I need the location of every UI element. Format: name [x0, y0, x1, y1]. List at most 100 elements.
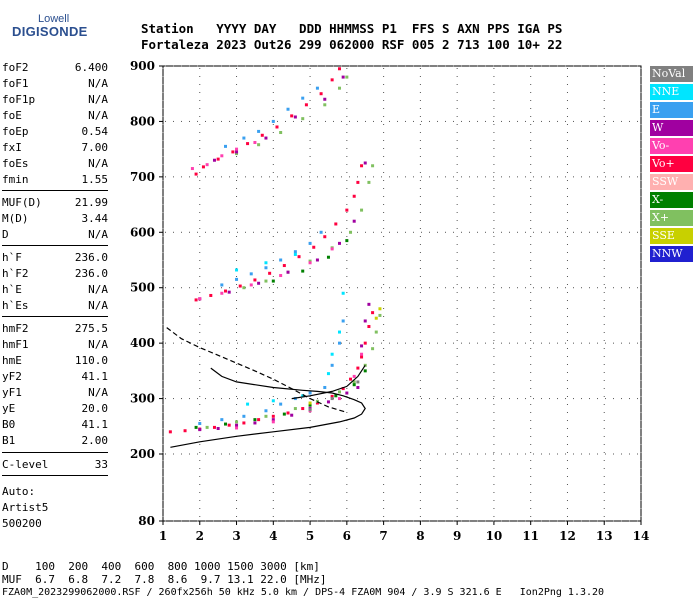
x-grid-dot	[272, 284, 274, 285]
param-value: 236.0	[74, 267, 108, 280]
y-grid-dot	[485, 65, 486, 67]
x-grid-dot	[566, 292, 568, 293]
y-grid-dot	[261, 231, 262, 233]
x-grid-dot	[272, 252, 274, 253]
x-grid-dot	[236, 300, 238, 301]
y-grid-dot	[485, 120, 486, 122]
x-grid-dot	[603, 180, 605, 181]
y-grid-dot	[341, 398, 342, 400]
x-grid-dot	[530, 220, 532, 221]
x-grid-dot	[640, 460, 642, 461]
x-grid-dot	[383, 476, 385, 477]
x-tick-label: 13	[596, 529, 613, 543]
x-grid-dot	[456, 412, 458, 413]
y-grid-dot	[413, 453, 414, 455]
y-grid-dot	[229, 398, 230, 400]
y-grid-dot	[509, 520, 510, 522]
echo-point	[323, 103, 327, 107]
x-grid-dot	[383, 348, 385, 349]
echo-point	[334, 222, 338, 226]
echo-point	[235, 150, 239, 154]
y-grid-dot	[437, 287, 438, 289]
x-grid-dot	[383, 516, 385, 517]
x-grid-dot	[199, 404, 201, 405]
x-grid-dot	[162, 436, 164, 437]
x-grid-dot	[162, 180, 164, 181]
x-grid-dot	[346, 316, 348, 317]
y-grid-dot	[221, 342, 222, 344]
footer-muf-line: MUF 6.7 6.8 7.2 7.8 8.6 9.7 13.1 22.0 [M…	[2, 573, 327, 586]
x-grid-dot	[493, 372, 495, 373]
x-grid-dot	[493, 452, 495, 453]
echo-point	[326, 372, 330, 376]
x-grid-dot	[383, 388, 385, 389]
y-grid-dot	[621, 65, 622, 67]
x-grid-dot	[383, 180, 385, 181]
x-grid-dot	[419, 348, 421, 349]
x-grid-dot	[236, 292, 238, 293]
y-grid-dot	[269, 520, 270, 522]
x-grid-dot	[236, 476, 238, 477]
y-grid-dot	[213, 120, 214, 122]
x-grid-dot	[199, 276, 201, 277]
x-grid-dot	[162, 268, 164, 269]
x-grid-dot	[309, 364, 311, 365]
param-row: h`Es N/A	[2, 299, 108, 313]
x-grid-dot	[309, 324, 311, 325]
x-grid-dot	[493, 92, 495, 93]
x-grid-dot	[493, 276, 495, 277]
x-grid-dot	[640, 420, 642, 421]
y-grid-dot	[349, 287, 350, 289]
y-grid-dot	[325, 453, 326, 455]
x-grid-dot	[309, 132, 311, 133]
y-grid-dot	[165, 176, 166, 178]
y-grid-dot	[453, 342, 454, 344]
x-grid-dot	[309, 236, 311, 237]
y-grid-dot	[429, 65, 430, 67]
y-grid-dot	[221, 520, 222, 522]
x-grid-dot	[640, 244, 642, 245]
echo-point	[363, 341, 367, 345]
echo-point	[271, 399, 275, 403]
y-grid-dot	[525, 287, 526, 289]
legend-item: NNE	[650, 84, 693, 100]
x-grid-dot	[236, 172, 238, 173]
x-grid-dot	[566, 332, 568, 333]
echo-point	[205, 163, 209, 167]
y-grid-dot	[421, 342, 422, 344]
echo-point	[326, 400, 330, 404]
y-grid-dot	[477, 120, 478, 122]
param-key: C-level	[2, 458, 49, 471]
echo-point	[249, 283, 253, 287]
x-grid-dot	[199, 236, 201, 237]
x-grid-dot	[272, 316, 274, 317]
x-grid-dot	[383, 172, 385, 173]
x-grid-dot	[199, 364, 201, 365]
y-grid-dot	[613, 453, 614, 455]
x-grid-dot	[162, 108, 164, 109]
y-grid-dot	[181, 65, 182, 67]
y-grid-dot	[477, 520, 478, 522]
y-grid-dot	[253, 65, 254, 67]
x-grid-dot	[603, 428, 605, 429]
x-grid-dot	[456, 460, 458, 461]
x-grid-dot	[236, 124, 238, 125]
x-grid-dot	[162, 332, 164, 333]
x-grid-dot	[383, 292, 385, 293]
echo-point	[367, 302, 371, 306]
y-grid-dot	[237, 65, 238, 67]
x-grid-dot	[493, 148, 495, 149]
x-grid-dot	[603, 140, 605, 141]
x-grid-dot	[199, 244, 201, 245]
x-tick-label: 14	[633, 529, 650, 543]
x-grid-dot	[383, 140, 385, 141]
y-grid-dot	[437, 231, 438, 233]
x-grid-dot	[456, 268, 458, 269]
y-grid-dot	[405, 342, 406, 344]
x-grid-dot	[236, 260, 238, 261]
legend-item: W	[650, 120, 693, 136]
x-grid-dot	[566, 116, 568, 117]
x-grid-dot	[530, 196, 532, 197]
x-grid-dot	[566, 468, 568, 469]
echo-point	[293, 250, 297, 254]
